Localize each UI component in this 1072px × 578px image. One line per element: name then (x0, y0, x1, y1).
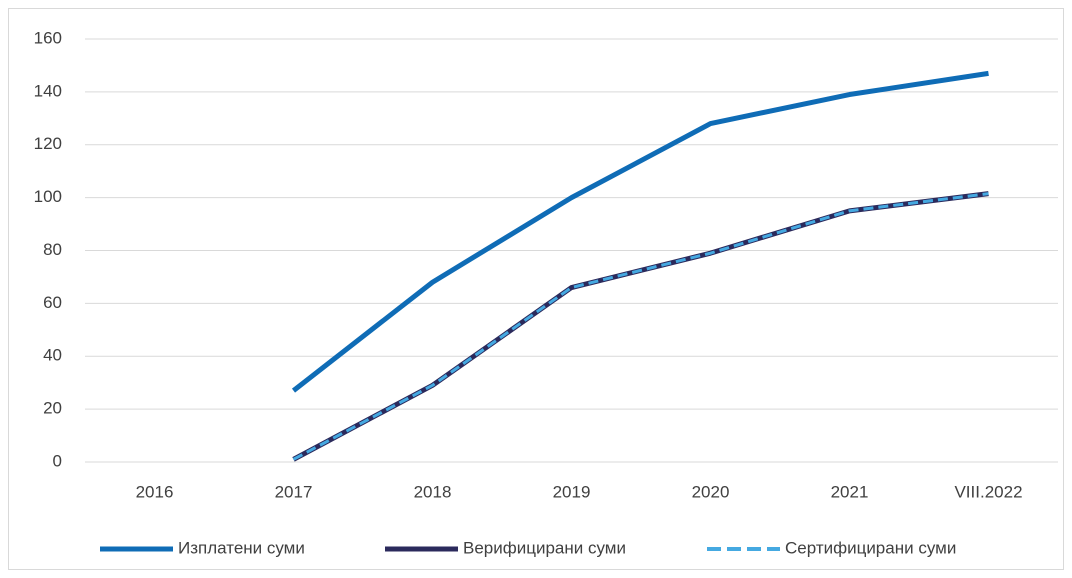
x-tick-label: 2021 (831, 482, 869, 501)
legend-label: Верифицирани суми (463, 538, 626, 557)
y-tick-label: 20 (43, 399, 62, 418)
legend-label: Сертифицирани суми (785, 538, 956, 557)
y-tick-label: 80 (43, 240, 62, 259)
series-line (291, 70, 989, 393)
y-tick-label: 140 (34, 81, 62, 100)
y-tick-label: 160 (34, 28, 62, 47)
x-tick-label: VIII.2022 (954, 482, 1022, 501)
y-tick-label: 0 (53, 451, 62, 470)
y-tick-label: 120 (34, 134, 62, 153)
chart-border (8, 8, 1064, 570)
x-tick-label: 2018 (414, 482, 452, 501)
x-tick-label: 2017 (275, 482, 313, 501)
x-tick-label: 2019 (553, 482, 591, 501)
y-tick-label: 100 (34, 187, 62, 206)
y-tick-label: 40 (43, 346, 62, 365)
legend-label: Изплатени суми (178, 538, 305, 557)
series-line (292, 192, 989, 461)
x-tick-label: 2016 (136, 482, 174, 501)
y-tick-label: 60 (43, 293, 62, 312)
x-tick-label: 2020 (692, 482, 730, 501)
